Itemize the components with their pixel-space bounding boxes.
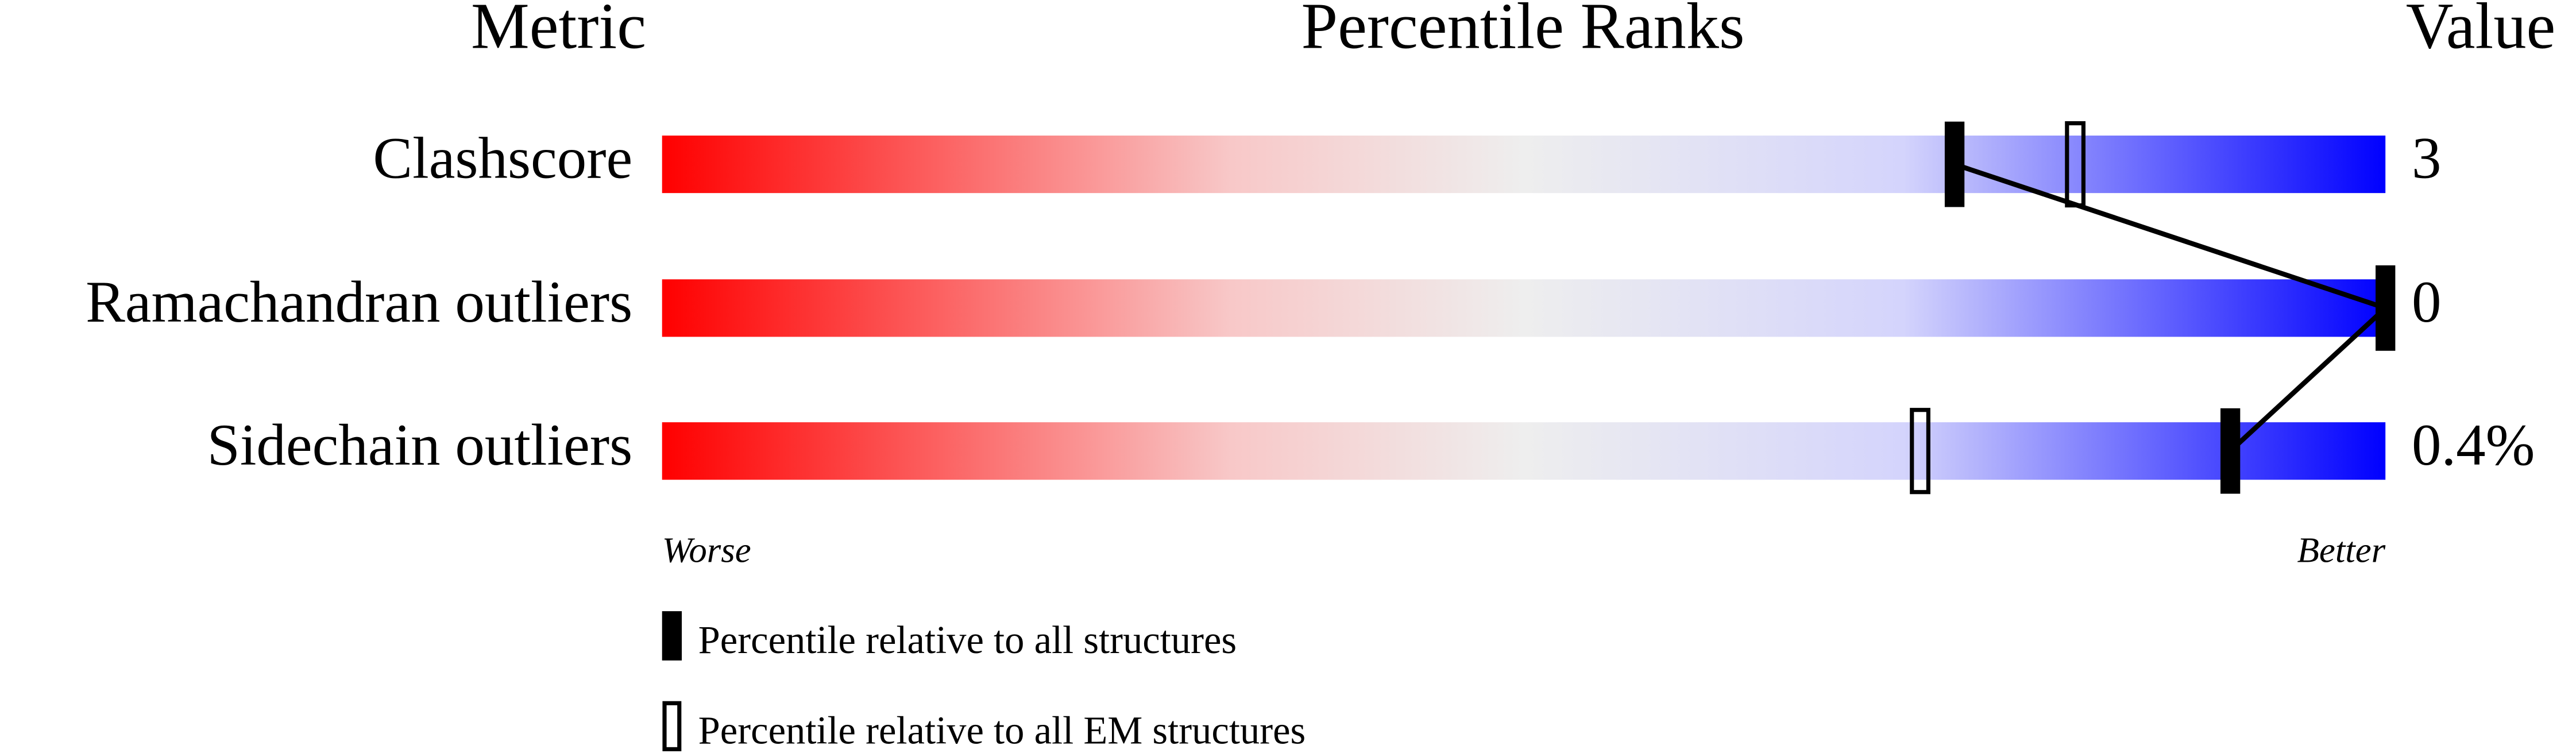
em-marker: [2065, 121, 2085, 208]
percentile-bar: [662, 136, 2386, 194]
legend-swatch: [662, 611, 682, 661]
worse-label: Worse: [662, 530, 751, 570]
metric-label: Ramachandran outliers: [86, 269, 632, 335]
metric-header: Metric: [471, 0, 646, 63]
legend-label: Percentile relative to all structures: [698, 618, 1237, 662]
all-marker: [2376, 265, 2396, 351]
legend-swatch: [662, 701, 682, 751]
metric-value: 0.4%: [2412, 412, 2535, 478]
metric-label: Clashscore: [373, 126, 632, 191]
all-marker: [1944, 121, 1965, 207]
value-header: Value: [2406, 0, 2556, 63]
metric-value: 3: [2412, 126, 2441, 191]
all-marker: [2220, 408, 2241, 494]
percentile-bar: [662, 279, 2386, 337]
better-label: Better: [2297, 530, 2385, 570]
metric-label: Sidechain outliers: [207, 412, 633, 478]
percentile-bar: [662, 422, 2386, 480]
ranks-header: Percentile Ranks: [1301, 0, 1745, 63]
legend-label: Percentile relative to all EM structures: [698, 708, 1306, 752]
em-marker: [1910, 408, 1930, 495]
metric-value: 0: [2412, 269, 2441, 335]
